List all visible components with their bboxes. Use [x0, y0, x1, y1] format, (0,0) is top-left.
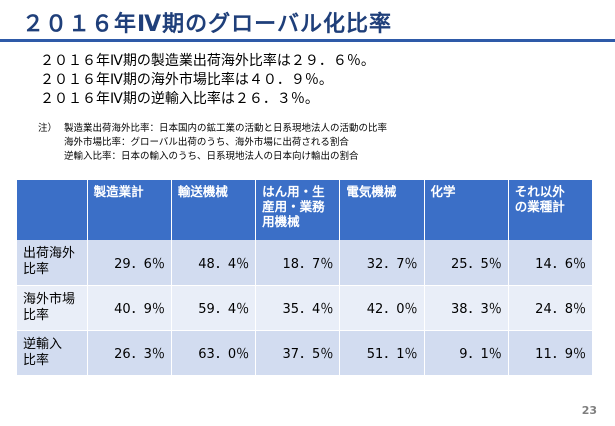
table-cell: 63．0％: [171, 330, 257, 376]
table-cell: 59．4％: [171, 285, 257, 331]
table-cell: 18．7％: [255, 240, 341, 286]
table-row: 出荷海外 比率 29．6％ 48．4％ 18．7％ 32．7％ 25．5％ 14．…: [17, 240, 594, 286]
globalization-table: 製造業計 輸送機械 はん用・生 産用・業務 用機械 電気機械 化学 それ以外 の業種計…: [17, 180, 594, 376]
table-cell: 40．9％: [87, 285, 172, 331]
title-divider: [0, 39, 615, 42]
notes-lead: 注）: [38, 123, 58, 134]
table-cell: 29．6％: [87, 240, 172, 286]
note-line: 海外市場比率：グローバル出荷のうち、海外市場に出荷される割合: [64, 137, 349, 148]
table-cell: 32．7％: [339, 240, 425, 286]
column-header: 製造業計: [87, 180, 172, 240]
table-cell: 51．1％: [339, 330, 425, 376]
table-cell: 48．4％: [171, 240, 257, 286]
table-cell: 14．6％: [508, 240, 594, 286]
table-cell: 38．3％: [424, 285, 509, 331]
table-corner-cell: [17, 180, 88, 240]
slide-title: ２０１６年Ⅳ期のグローバル化比率: [22, 12, 392, 37]
table-cell: 35．4％: [255, 285, 341, 331]
notes-block: 注） 製造業出荷海外比率：日本国内の鉱工業の活動と日系現地法人の活動の比率 海外…: [38, 122, 387, 164]
table-cell: 26．3％: [87, 330, 172, 376]
summary-list: ２０１６年Ⅳ期の製造業出荷海外比率は２９．６％。 ２０１６年Ⅳ期の海外市場比率は…: [40, 52, 375, 109]
table-cell: 42．0％: [339, 285, 425, 331]
table-row: 海外市場 比率 40．9％ 59．4％ 35．4％ 42．0％ 38．3％ 24．…: [17, 285, 594, 331]
table-cell: 9．1％: [424, 330, 509, 376]
note-line: 逆輸入比率：日本の輸入のうち、日系現地法人の日本向け輸出の割合: [64, 151, 359, 162]
table-cell: 24．8％: [508, 285, 594, 331]
column-header: 化学: [424, 180, 509, 240]
table-cell: 37．5％: [255, 330, 341, 376]
summary-line: ２０１６年Ⅳ期の製造業出荷海外比率は２９．６％。: [40, 53, 375, 69]
table-cell: 11．9％: [508, 330, 594, 376]
row-header: 海外市場 比率: [17, 285, 88, 331]
column-header: それ以外 の業種計: [508, 180, 594, 240]
page-number: 23: [581, 404, 597, 417]
table-row: 逆輸入 比率 26．3％ 63．0％ 37．5％ 51．1％ 9．1％ 11．9％: [17, 330, 594, 376]
column-header: 電気機械: [339, 180, 425, 240]
column-header: はん用・生 産用・業務 用機械: [255, 180, 341, 240]
summary-line: ２０１６年Ⅳ期の逆輸入比率は２６．３％。: [40, 91, 319, 107]
table-cell: 25．5％: [424, 240, 509, 286]
row-header: 出荷海外 比率: [17, 240, 88, 286]
table-header-row: 製造業計 輸送機械 はん用・生 産用・業務 用機械 電気機械 化学 それ以外 の業種計: [17, 180, 594, 240]
note-line: 製造業出荷海外比率：日本国内の鉱工業の活動と日系現地法人の活動の比率: [64, 123, 388, 134]
row-header: 逆輸入 比率: [17, 330, 88, 376]
summary-line: ２０１６年Ⅳ期の海外市場比率は４０．９％。: [40, 72, 333, 88]
column-header: 輸送機械: [171, 180, 257, 240]
